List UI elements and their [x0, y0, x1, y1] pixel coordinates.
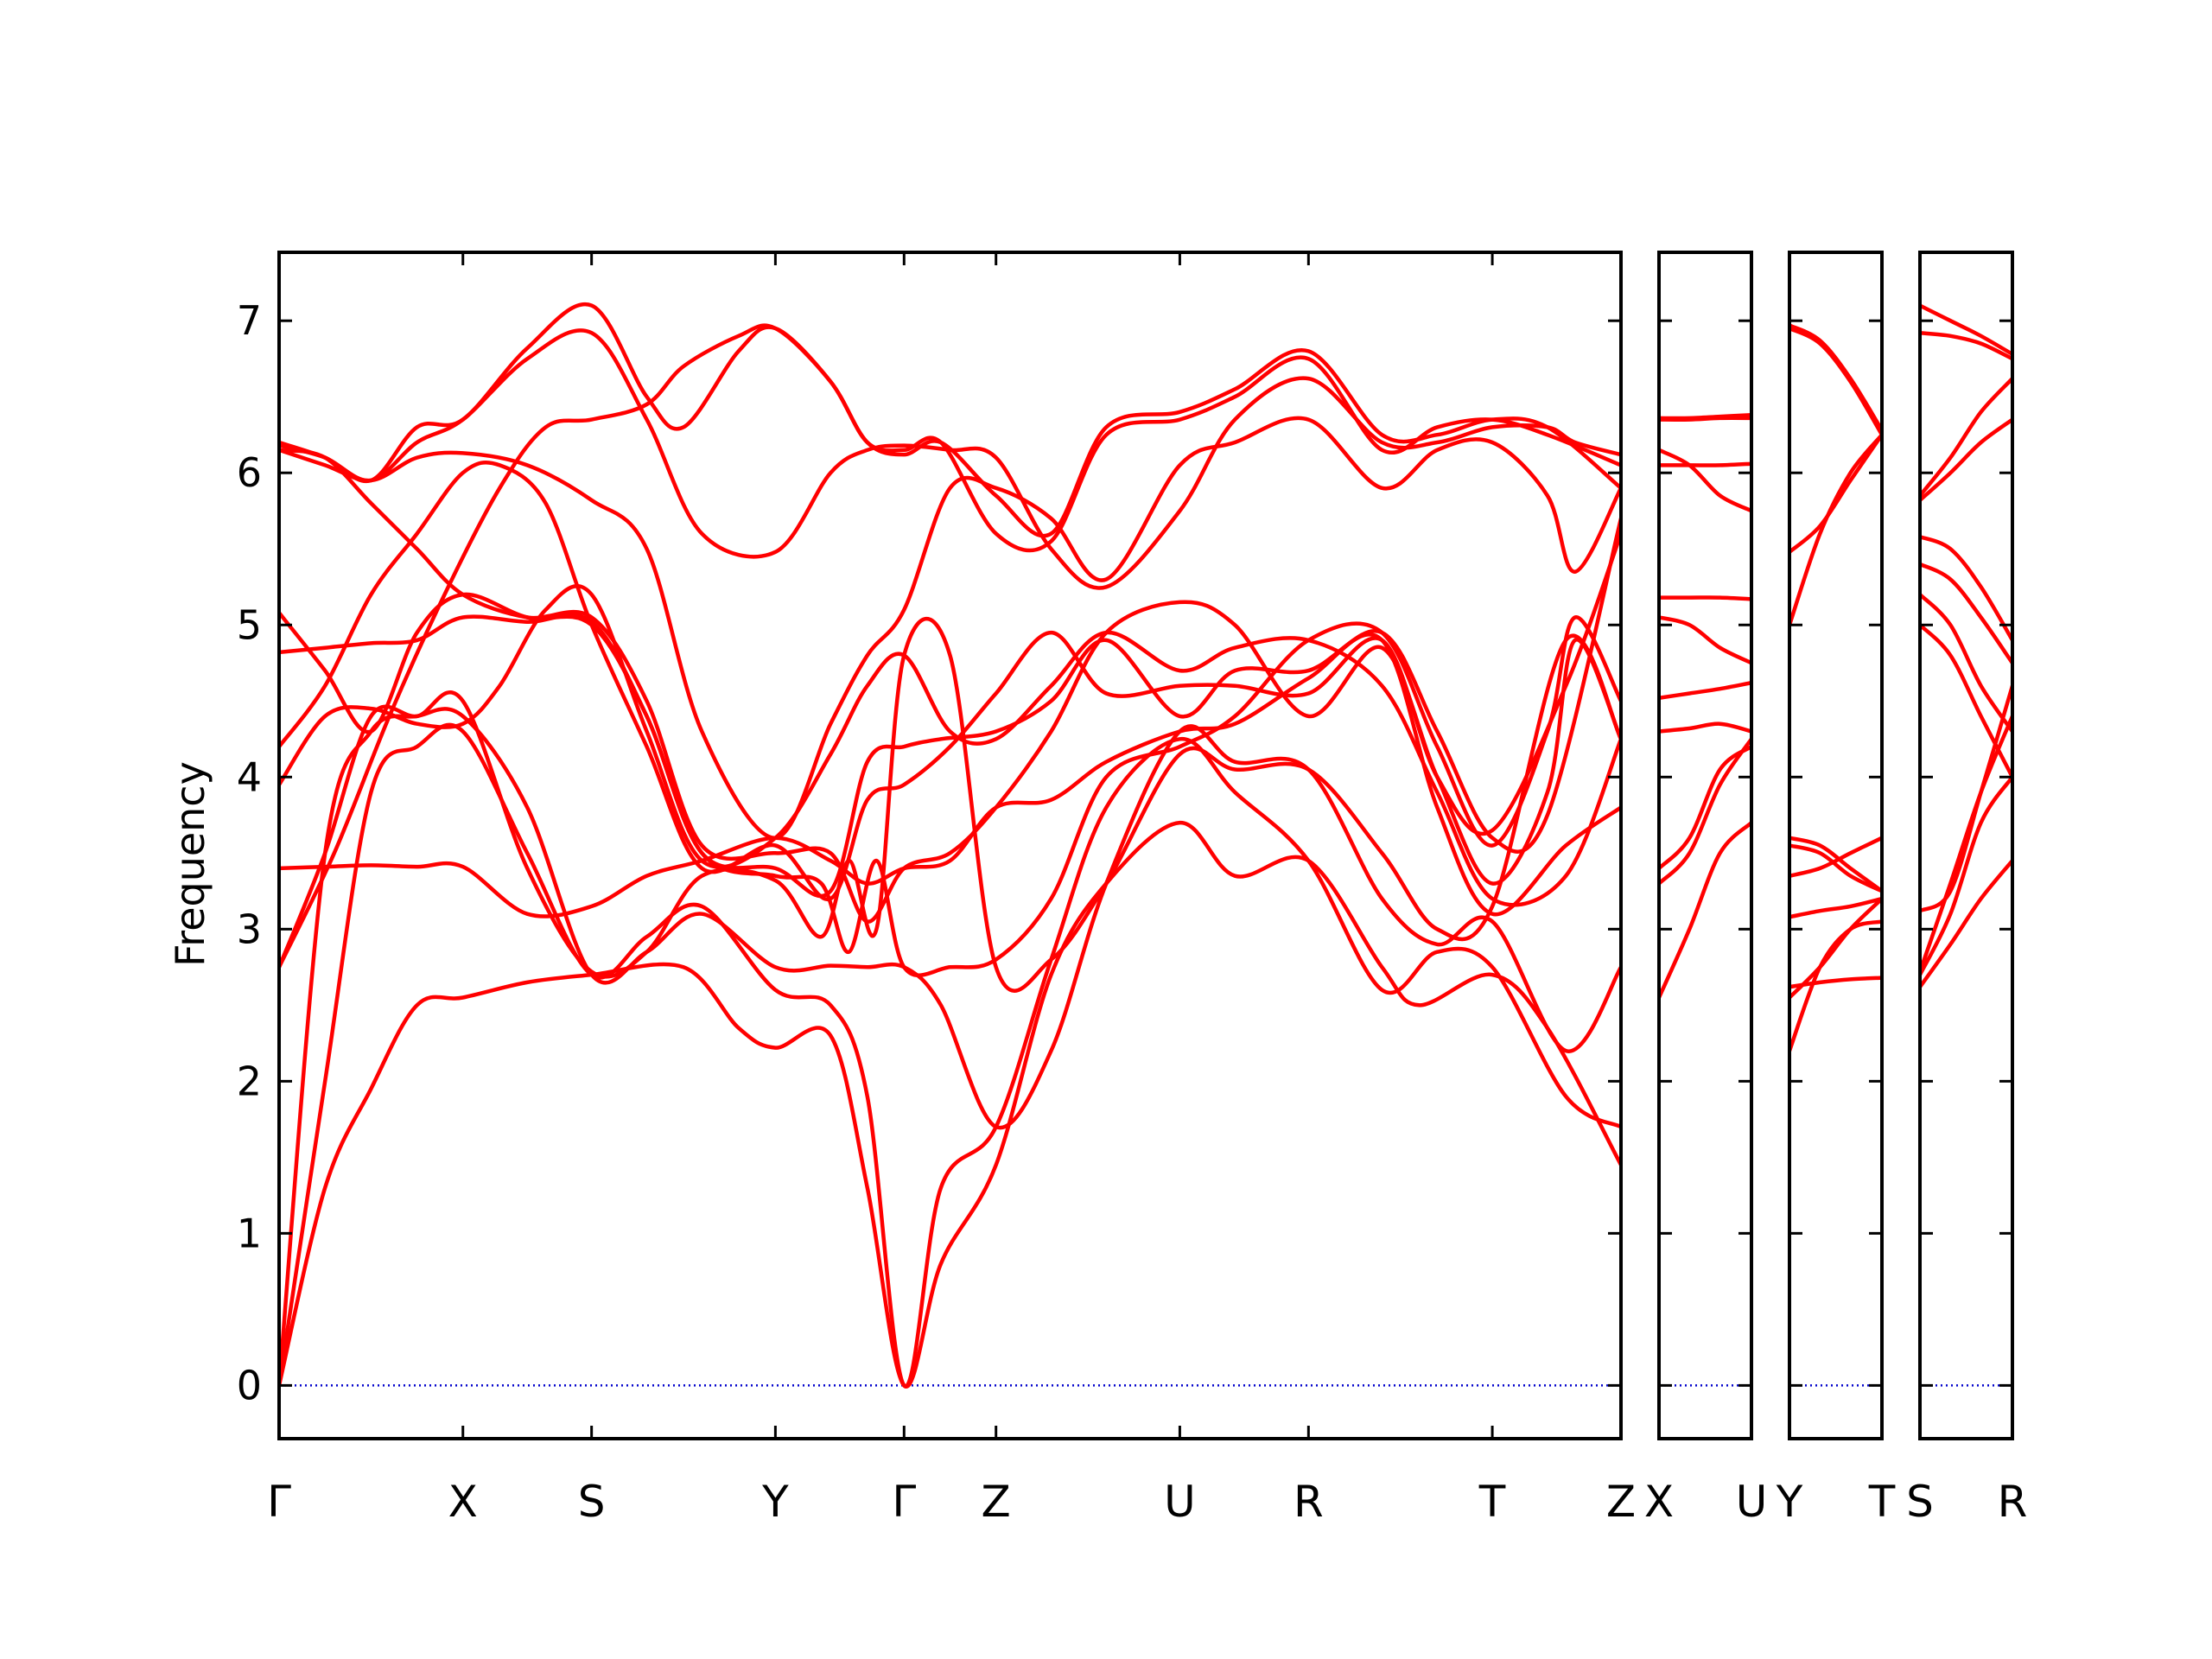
band-line — [1659, 820, 1751, 1000]
y-tick-label: 0 — [237, 1362, 262, 1408]
y-tick-label: 6 — [237, 449, 262, 496]
bands — [279, 302, 1621, 1389]
band-line — [279, 583, 1621, 907]
k-point-label: T — [1868, 1477, 1896, 1527]
k-point-label: Y — [761, 1477, 789, 1527]
band-line — [1659, 680, 1751, 701]
band-line — [1789, 976, 1882, 989]
y-tick-label: 2 — [237, 1058, 262, 1104]
band-line — [279, 302, 1621, 553]
band-line — [1659, 461, 1751, 467]
band-line — [1659, 595, 1751, 601]
band-line — [1920, 331, 2012, 361]
band-line — [1789, 836, 1882, 893]
band-line — [279, 448, 1621, 924]
band-line — [279, 722, 1621, 1389]
band-line — [1659, 615, 1751, 665]
band-line — [1789, 432, 1882, 555]
band-line — [279, 616, 1621, 993]
y-tick-label: 5 — [237, 601, 262, 648]
band-line — [279, 416, 1621, 840]
k-point-label: U — [1736, 1477, 1768, 1527]
k-point-label: X — [1644, 1477, 1674, 1527]
band-line — [1789, 843, 1882, 893]
y-tick-label: 3 — [237, 906, 262, 952]
k-point-label: T — [1478, 1477, 1506, 1527]
band-line — [1920, 623, 2012, 779]
band-line — [1659, 744, 1751, 871]
band-line — [1920, 775, 2012, 977]
band-line — [1920, 683, 2012, 913]
y-tick-label: 7 — [237, 297, 262, 344]
k-point-label: Y — [1776, 1477, 1803, 1527]
band-line — [1659, 721, 1751, 734]
plot-frame — [1788, 251, 1884, 1440]
band-line — [279, 592, 1621, 978]
panel-1: 0 1 2 3 4 5 6 7 Γ X S Y Γ Z U R T Z — [237, 251, 1636, 1527]
k-point-label: R — [1294, 1477, 1324, 1527]
band-line — [279, 820, 1621, 1389]
k-point-label: S — [578, 1477, 606, 1527]
bands — [1789, 323, 1882, 1053]
band-line — [279, 460, 1621, 902]
y-tick-label: 4 — [237, 753, 262, 800]
plot-frame — [277, 251, 1623, 1440]
band-line — [1789, 836, 1882, 878]
band-line — [1789, 896, 1882, 919]
band-line — [279, 707, 1621, 1388]
k-point-label: Γ — [892, 1477, 916, 1527]
y-axis-title: Frequency — [167, 761, 213, 967]
bands — [1659, 413, 1751, 1000]
k-point-label: Z — [1606, 1477, 1636, 1527]
plot-frame — [1657, 251, 1753, 1440]
band-line — [1789, 919, 1882, 1053]
band-line — [1920, 562, 2012, 665]
band-line — [1920, 417, 2012, 503]
band-line — [1659, 413, 1751, 421]
band-line — [279, 323, 1621, 969]
band-line — [1789, 323, 1882, 433]
band-line — [1789, 432, 1882, 627]
band-line — [1920, 303, 2012, 357]
band-line — [1659, 737, 1751, 886]
band-line — [1920, 858, 2012, 989]
k-point-label: Z — [982, 1477, 1011, 1527]
band-line — [1920, 376, 2012, 498]
k-point-label: X — [448, 1477, 478, 1527]
band-line — [279, 328, 1621, 590]
band-line — [1920, 534, 2012, 643]
band-line — [1789, 326, 1882, 437]
band-line — [1920, 592, 2012, 734]
band-line — [279, 632, 1621, 918]
k-point-label: Γ — [267, 1477, 291, 1527]
k-point-label: S — [1906, 1477, 1934, 1527]
band-line — [279, 516, 1621, 899]
band-line — [1659, 448, 1751, 513]
k-point-label: U — [1164, 1477, 1196, 1527]
plot-frame — [1918, 251, 2014, 1440]
bands — [1920, 303, 2012, 989]
k-point-label: R — [1998, 1477, 2028, 1527]
y-tick-label: 1 — [237, 1210, 262, 1256]
